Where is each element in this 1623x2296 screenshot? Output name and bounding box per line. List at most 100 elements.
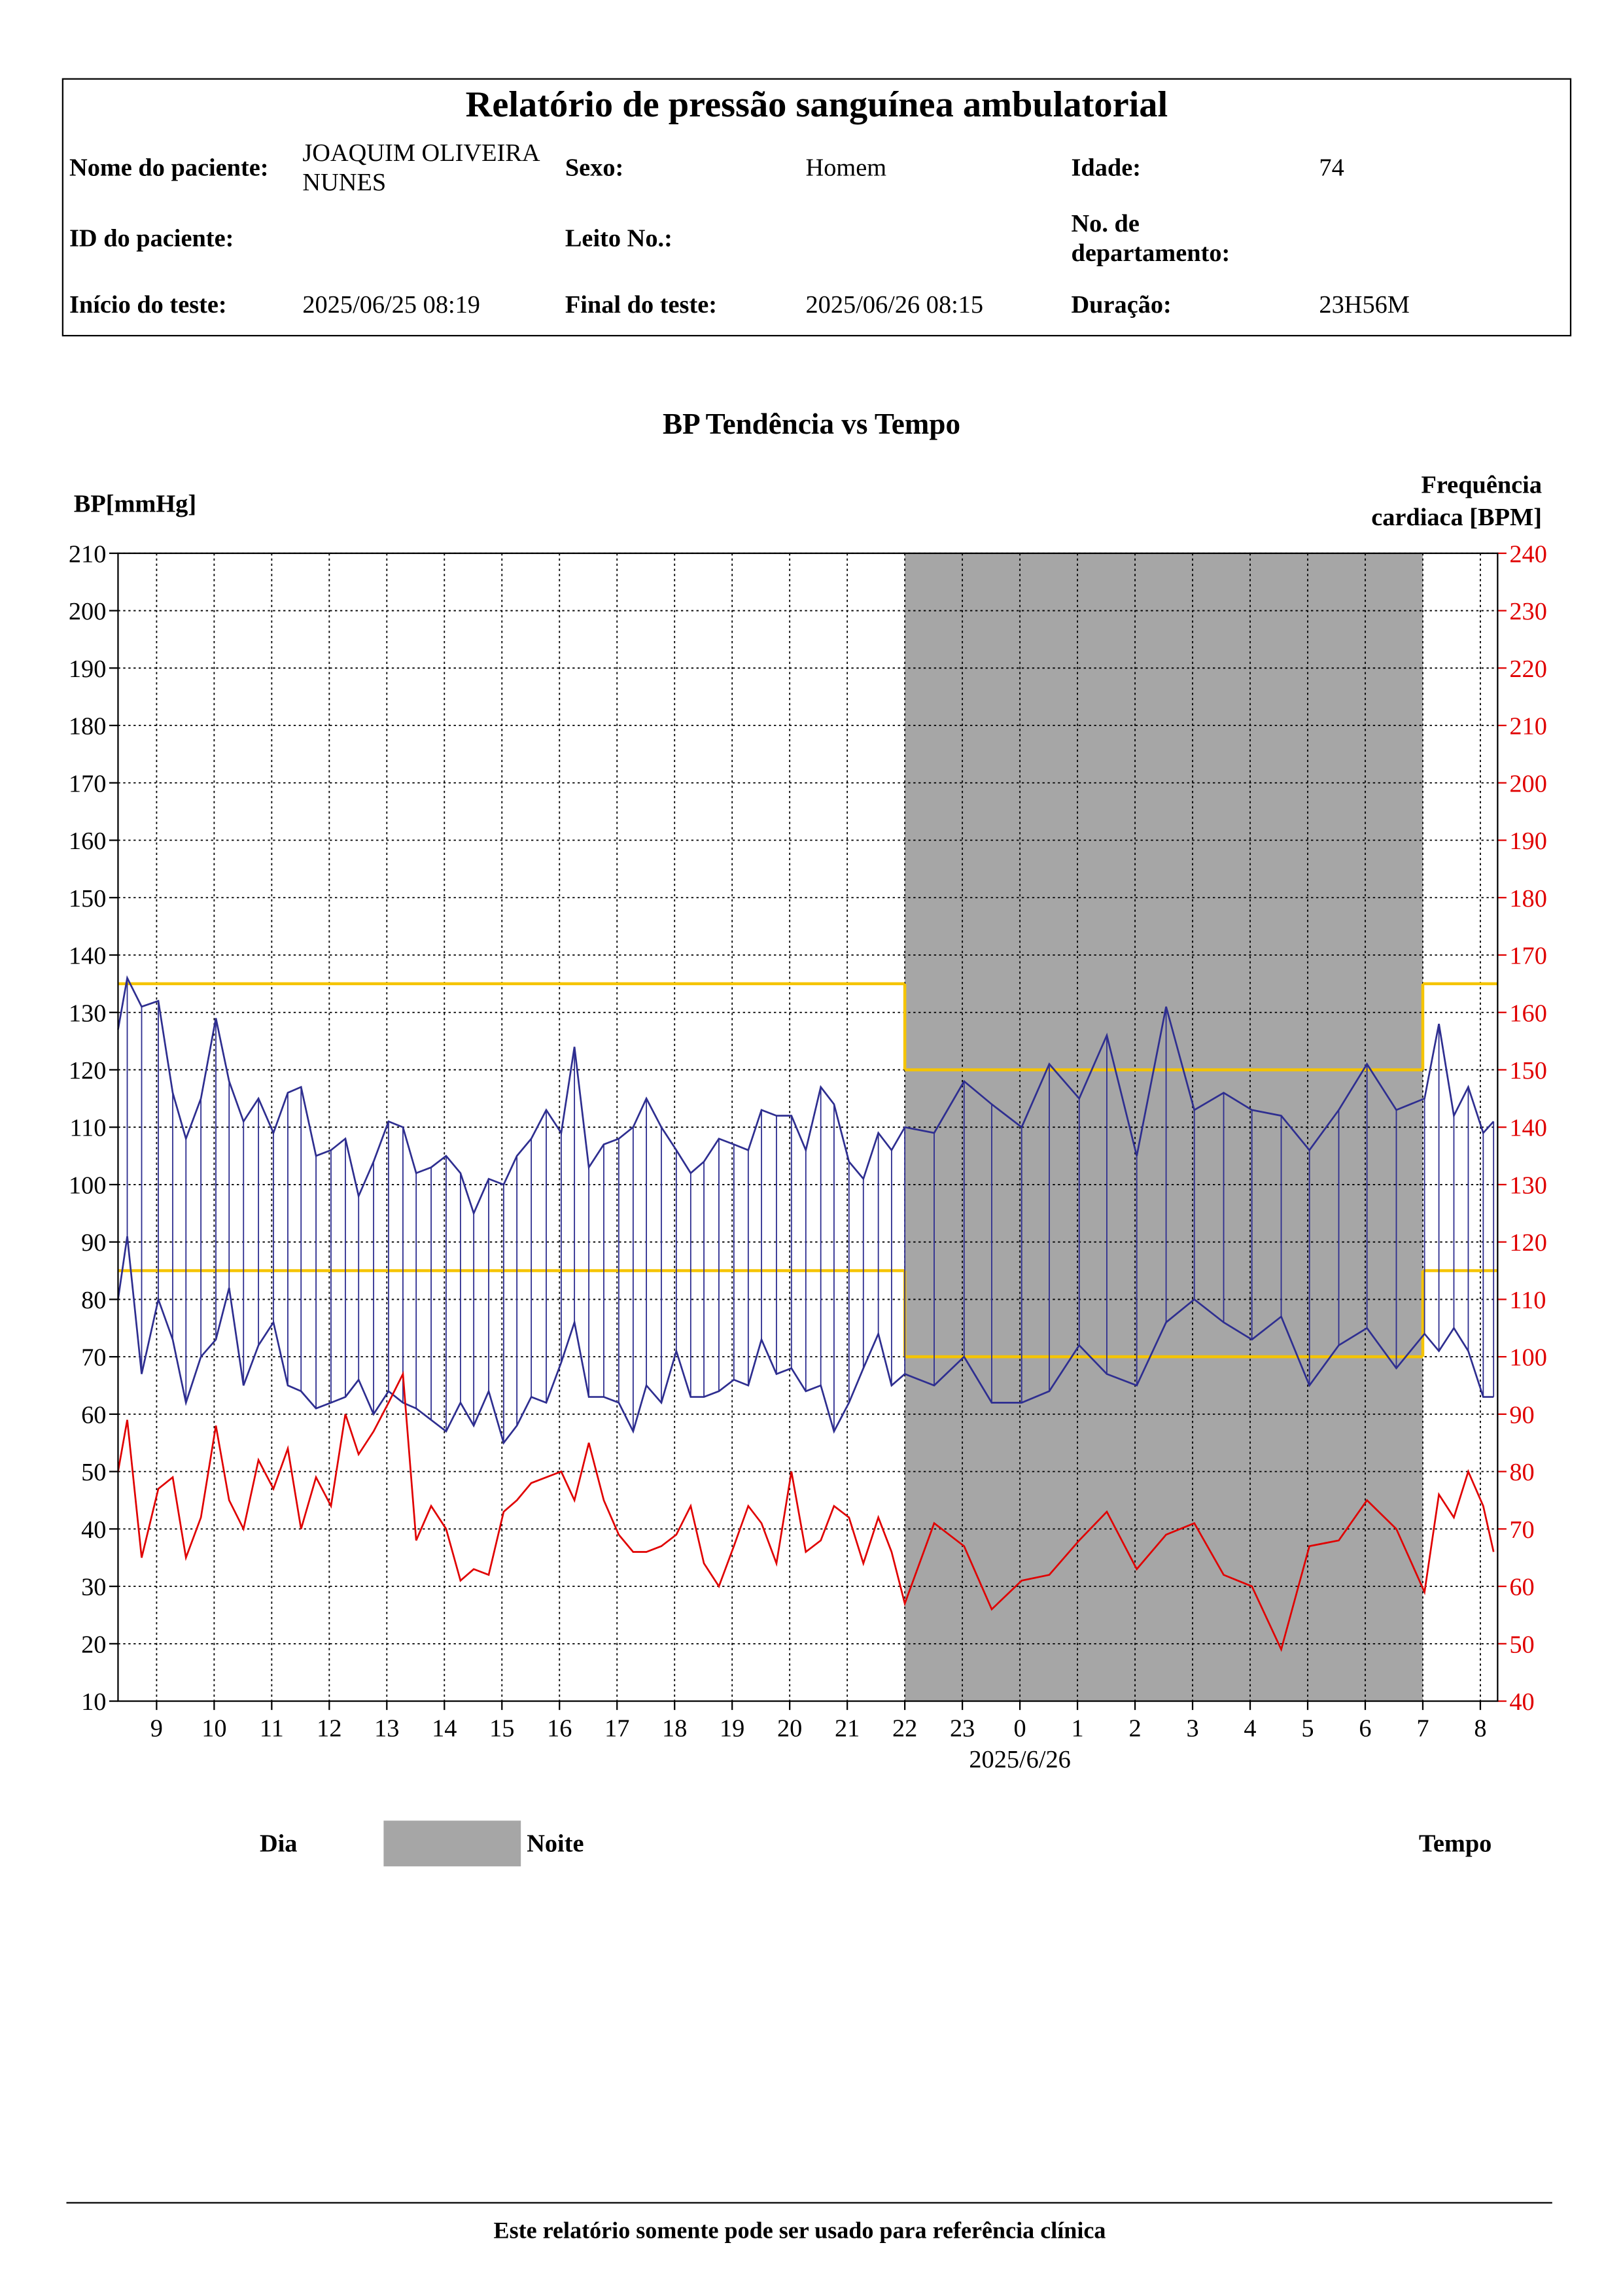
field-label: Final do teste: (565, 290, 718, 319)
field-label: Início do teste: (69, 290, 227, 319)
legend-swatch (383, 1820, 521, 1867)
y-tick-label: 180 (69, 713, 107, 740)
y-tick-label: 130 (69, 1000, 107, 1027)
x-tick-label: 14 (432, 1715, 457, 1743)
y2-tick-label: 190 (1509, 827, 1547, 855)
x-tick-label: 5 (1301, 1715, 1314, 1743)
y2-tick-label: 110 (1509, 1287, 1546, 1314)
x-tick-label: 11 (260, 1715, 284, 1743)
x-tick-label: 10 (201, 1715, 226, 1743)
x-tick-label: 12 (317, 1715, 341, 1743)
field-value: 2025/06/26 08:15 (805, 290, 984, 319)
x-tick-label: 19 (720, 1715, 744, 1743)
x-tick-label: 0 (1014, 1715, 1026, 1743)
y-tick-label: 160 (69, 827, 107, 855)
series-line (117, 1370, 1495, 1652)
report-title: Relatório de pressão sanguínea ambulator… (465, 85, 1168, 126)
y-tick-label: 200 (69, 598, 107, 625)
y2-tick-label: 200 (1509, 770, 1547, 797)
x-tick-label: 21 (835, 1715, 860, 1743)
field-label: Nome do paciente: (69, 153, 269, 182)
y-tick-label: 100 (69, 1172, 107, 1199)
field-value: 2025/06/25 08:19 (302, 290, 480, 319)
y2-tick-label: 120 (1509, 1229, 1547, 1257)
y2-tick-label: 60 (1509, 1574, 1534, 1601)
y2-tick-label: 130 (1509, 1172, 1547, 1199)
field-label: Sexo: (565, 153, 624, 182)
y-tick-label: 20 (81, 1631, 106, 1658)
x-tick-label: 9 (150, 1715, 163, 1743)
field-label: Leito No.: (565, 224, 672, 252)
field-value: 74 (1319, 153, 1344, 182)
legend-label: Dia (260, 1830, 298, 1858)
y2-tick-label: 210 (1509, 713, 1547, 740)
y-tick-label: 210 (69, 540, 107, 568)
y-tick-label: 50 (81, 1459, 106, 1486)
y-tick-label: 120 (69, 1057, 107, 1085)
x-tick-label: 4 (1244, 1715, 1256, 1743)
x-tick-label: 22 (892, 1715, 917, 1743)
y2-tick-label: 50 (1509, 1631, 1534, 1658)
field-value: 23H56M (1319, 290, 1410, 319)
y-tick-label: 80 (81, 1287, 106, 1314)
date-label: 2025/6/26 (969, 1746, 1070, 1773)
x-tick-label: 3 (1186, 1715, 1198, 1743)
y-tick-label: 60 (81, 1401, 106, 1429)
y2-tick-label: 80 (1509, 1459, 1534, 1486)
y-tick-label: 90 (81, 1229, 106, 1257)
x-tick-label: 6 (1359, 1715, 1371, 1743)
x-tick-label: 8 (1474, 1715, 1486, 1743)
series-line (117, 1236, 1494, 1445)
y2-tick-label: 180 (1509, 885, 1547, 913)
field-label: Duração: (1071, 290, 1172, 319)
y2-tick-label: 140 (1509, 1115, 1547, 1142)
y2-tick-label: 70 (1509, 1516, 1534, 1544)
x-tick-label: 18 (662, 1715, 687, 1743)
x-tick-label: 1 (1071, 1715, 1083, 1743)
y-tick-label: 110 (69, 1115, 106, 1142)
y-tick-label: 10 (81, 1688, 106, 1716)
y-tick-label: 150 (69, 885, 107, 913)
field-label: Idade: (1071, 153, 1142, 182)
x-tick-label: 2 (1128, 1715, 1141, 1743)
chart-title: BP Tendência vs Tempo (663, 408, 960, 440)
y2-tick-label: 100 (1509, 1344, 1547, 1372)
legend-label: Noite (527, 1830, 584, 1858)
y2-tick-label: 240 (1509, 540, 1547, 568)
plot-frame (117, 552, 1499, 1702)
y-tick-label: 170 (69, 770, 107, 797)
field-label: No. de departamento: (1071, 209, 1230, 268)
field-value: Homem (805, 153, 887, 182)
x-tick-label: 7 (1416, 1715, 1429, 1743)
field-label: ID do paciente: (69, 224, 234, 252)
y-tick-label: 30 (81, 1574, 106, 1601)
y-tick-label: 140 (69, 943, 107, 970)
x-tick-label: 23 (950, 1715, 975, 1743)
y2-tick-label: 150 (1509, 1057, 1547, 1085)
y2-tick-label: 220 (1509, 655, 1547, 683)
field-value: JOAQUIM OLIVEIRA NUNES (302, 139, 539, 196)
y2-tick-label: 40 (1509, 1688, 1534, 1716)
y-tick-label: 190 (69, 655, 107, 683)
y2-tick-label: 170 (1509, 943, 1547, 970)
header-box: Relatório de pressão sanguínea ambulator… (61, 78, 1572, 337)
y2-tick-label: 90 (1509, 1401, 1534, 1429)
x-tick-label: 15 (489, 1715, 514, 1743)
y-tick-label: 40 (81, 1516, 106, 1544)
y-axis-label: BP[mmHg] (74, 491, 196, 518)
y2-axis-label: cardiaca [BPM] (1371, 504, 1542, 531)
series-line (117, 975, 1495, 1216)
y-tick-label: 70 (81, 1344, 106, 1372)
x-tick-label: 17 (604, 1715, 629, 1743)
x-axis-label: Tempo (1419, 1830, 1492, 1858)
y2-tick-label: 160 (1509, 1000, 1547, 1027)
x-tick-label: 13 (374, 1715, 399, 1743)
y2-tick-label: 230 (1509, 598, 1547, 625)
x-tick-label: 20 (777, 1715, 802, 1743)
y2-axis-label: Frequência (1421, 471, 1542, 498)
x-tick-label: 16 (547, 1715, 572, 1743)
